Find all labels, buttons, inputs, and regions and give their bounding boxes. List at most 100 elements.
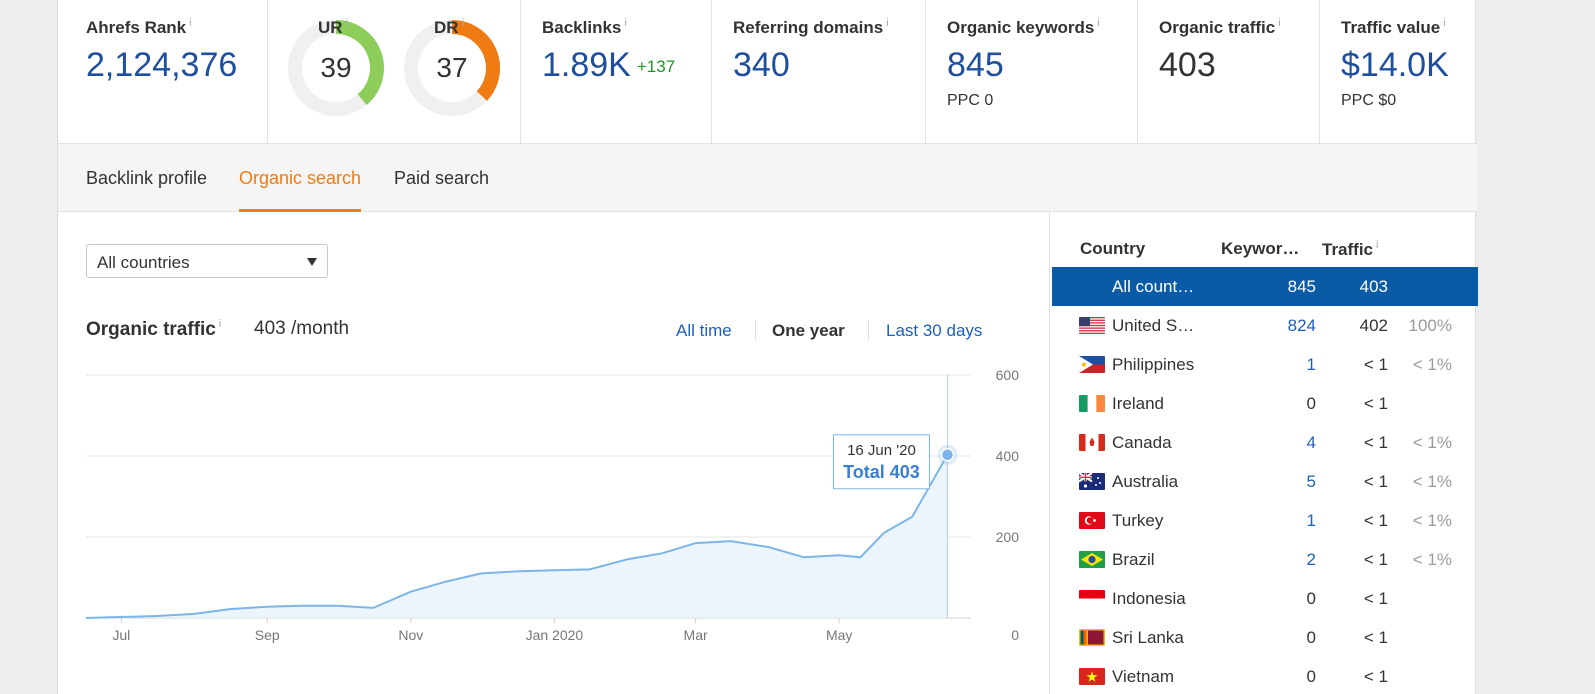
x-tick-label: Jan 2020 bbox=[526, 627, 584, 643]
ahrefs-rank-value[interactable]: 2,124,376 bbox=[86, 46, 238, 84]
tooltip-total: Total 403 bbox=[843, 462, 920, 482]
country-row[interactable]: Philippines 1 < 1 < 1% bbox=[1052, 345, 1478, 384]
info-icon[interactable]: i bbox=[189, 17, 192, 29]
country-keywords[interactable]: 5 bbox=[1306, 472, 1316, 491]
metric-organic-traffic: Organic traffic i 403 bbox=[1138, 0, 1320, 143]
traffic-line bbox=[86, 454, 949, 619]
range-one-year[interactable]: One year bbox=[772, 321, 845, 340]
backlinks-delta[interactable]: +137 bbox=[636, 57, 676, 76]
country-traffic: < 1 bbox=[1363, 628, 1388, 647]
traffic-value-label: Traffic value i bbox=[1341, 17, 1446, 37]
country-keywords[interactable]: 2 bbox=[1306, 550, 1316, 569]
traffic-value-value[interactable]: $14.0K bbox=[1341, 46, 1449, 84]
country-row[interactable]: Turkey 1 < 1 < 1% bbox=[1052, 501, 1478, 540]
country-name: United S… bbox=[1112, 316, 1195, 335]
data-point[interactable] bbox=[940, 448, 955, 462]
country-column-header[interactable]: Country bbox=[1080, 239, 1146, 258]
country-keywords[interactable]: 1 bbox=[1306, 511, 1316, 530]
caret-down-icon bbox=[307, 258, 317, 266]
country-traffic: < 1 bbox=[1363, 589, 1388, 608]
x-tick-label: May bbox=[826, 627, 852, 643]
country-keywords[interactable]: 845 bbox=[1287, 277, 1316, 296]
country-keywords[interactable]: 824 bbox=[1287, 316, 1316, 335]
info-icon[interactable]: i bbox=[1278, 17, 1281, 29]
country-row[interactable]: Ireland 0 < 1 bbox=[1052, 384, 1478, 423]
country-keywords[interactable]: 1 bbox=[1306, 355, 1316, 374]
country-row[interactable]: United S… 824 402 100% bbox=[1052, 306, 1478, 345]
country-keywords[interactable]: 4 bbox=[1306, 433, 1316, 452]
country-row[interactable]: Sri Lanka 0 < 1 bbox=[1052, 618, 1478, 657]
organic-keywords-label: Organic keywords i bbox=[947, 17, 1100, 37]
ur-gauge[interactable]: UR i 39 bbox=[286, 10, 386, 125]
ahrefs-rank-label: Ahrefs Rank i bbox=[86, 17, 192, 37]
metric-referring-domains: Referring domains i 340 bbox=[712, 0, 926, 143]
backlinks-label: Backlinks i bbox=[542, 17, 627, 37]
info-icon[interactable]: i bbox=[345, 17, 349, 29]
ur-label: UR i bbox=[318, 17, 349, 37]
x-tick-label: Sep bbox=[255, 627, 280, 643]
ca-flag-icon bbox=[1079, 434, 1105, 451]
tooltip-date: 16 Jun '20 bbox=[847, 442, 916, 459]
range-last-30-days[interactable]: Last 30 days bbox=[886, 321, 983, 340]
br-flag-icon bbox=[1079, 551, 1105, 568]
lk-flag-icon bbox=[1079, 629, 1105, 646]
country-keywords: 0 bbox=[1306, 589, 1316, 608]
country-traffic-share: < 1% bbox=[1412, 355, 1452, 374]
dr-gauge[interactable]: DR i 37 bbox=[402, 10, 502, 125]
organic-traffic-label: Organic traffic i bbox=[1159, 17, 1281, 37]
x-tick-label: Jul bbox=[112, 627, 130, 643]
range-all-time[interactable]: All time bbox=[676, 321, 732, 340]
backlinks-value[interactable]: 1.89K +137 bbox=[542, 46, 676, 84]
country-name: Australia bbox=[1112, 472, 1179, 491]
tab-organic-search[interactable]: Organic search bbox=[239, 168, 362, 212]
metric-backlinks: Backlinks i 1.89K +137 bbox=[521, 0, 712, 143]
organic-traffic-monthly: 403 /month bbox=[254, 318, 350, 339]
country-name: Indonesia bbox=[1112, 589, 1186, 608]
organic-traffic-chart[interactable]: 600 400 200 0 Jul Sep Nov Jan 2020 Mar May 16 Jun … bbox=[86, 370, 1026, 660]
info-icon[interactable]: i bbox=[886, 17, 889, 29]
info-icon[interactable]: i bbox=[1097, 17, 1100, 29]
country-row[interactable]: All count… 845 403 bbox=[1052, 267, 1478, 306]
country-row[interactable]: Indonesia 0 < 1 bbox=[1052, 579, 1478, 618]
keywords-column-header[interactable]: Keywor… bbox=[1221, 239, 1300, 258]
country-traffic: < 1 bbox=[1363, 394, 1388, 413]
info-icon[interactable]: i bbox=[624, 17, 627, 29]
country-row[interactable]: Brazil 2 < 1 < 1% bbox=[1052, 540, 1478, 579]
country-row[interactable]: Canada 4 < 1 < 1% bbox=[1052, 423, 1478, 462]
country-name: Turkey bbox=[1112, 511, 1164, 530]
country-name: Vietnam bbox=[1112, 667, 1175, 686]
organic-keywords-ppc: PPC 0 bbox=[947, 92, 994, 109]
country-keywords: 0 bbox=[1306, 394, 1316, 413]
tooltip-box bbox=[832, 434, 930, 490]
country-row[interactable]: Vietnam 0 < 1 bbox=[1052, 657, 1478, 694]
country-traffic-share: < 1% bbox=[1412, 511, 1452, 530]
dr-label: DR i bbox=[434, 17, 465, 37]
us-flag-icon bbox=[1079, 317, 1105, 334]
au-flag-icon bbox=[1079, 473, 1105, 490]
country-dropdown[interactable]: All countries bbox=[86, 244, 328, 278]
y-tick-label: 600 bbox=[996, 370, 1020, 383]
organic-keywords-value[interactable]: 845 bbox=[947, 46, 1004, 84]
country-name: All count… bbox=[1112, 277, 1195, 296]
info-icon[interactable]: i bbox=[1376, 239, 1379, 251]
country-traffic-share: < 1% bbox=[1412, 550, 1452, 569]
tab-paid-search[interactable]: Paid search bbox=[394, 168, 490, 188]
site-explorer-panel: Ahrefs Rank i 2,124,376 UR i 39 DR i 37 Bac… bbox=[57, 0, 1478, 694]
country-row[interactable]: Australia 5 < 1 < 1% bbox=[1052, 462, 1478, 501]
country-name: Ireland bbox=[1112, 394, 1164, 413]
traffic-column-header[interactable]: Traffic i bbox=[1322, 239, 1379, 259]
country-traffic: < 1 bbox=[1363, 511, 1388, 530]
metric-organic-keywords: Organic keywords i 845 PPC 0 bbox=[926, 0, 1138, 143]
referring-domains-value[interactable]: 340 bbox=[733, 46, 790, 84]
info-icon[interactable]: i bbox=[461, 17, 465, 29]
metric-ahrefs-rank: Ahrefs Rank i 2,124,376 bbox=[58, 0, 268, 143]
country-keywords: 0 bbox=[1306, 667, 1316, 686]
info-icon[interactable]: i bbox=[218, 318, 222, 330]
dr-gauge-ring bbox=[404, 20, 500, 116]
gauge-fill-arc bbox=[451, 20, 500, 101]
tab-backlink-profile[interactable]: Backlink profile bbox=[86, 168, 208, 188]
dr-value: 37 bbox=[436, 52, 468, 83]
country-traffic-share: < 1% bbox=[1412, 433, 1452, 452]
info-icon[interactable]: i bbox=[1443, 17, 1446, 29]
country-name: Brazil bbox=[1112, 550, 1155, 569]
